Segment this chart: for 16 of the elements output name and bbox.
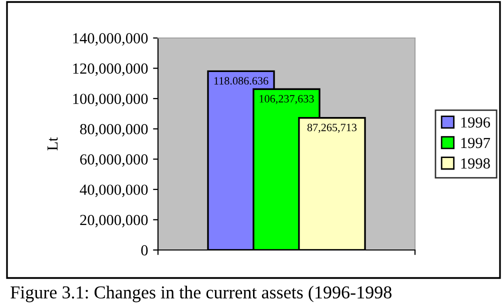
caption: Figure 3.1: Changes in the current assets (1996-1998	[10, 286, 392, 302]
data-label: 106,237,633	[260, 95, 314, 104]
y-tick-label: 120,000,000	[73, 63, 148, 76]
y-tick-label: 20,000,000	[80, 214, 148, 228]
y-tick-label: 60,000,000	[80, 154, 148, 167]
legend-label: 1998	[461, 158, 490, 169]
legend-label: 1997	[461, 138, 490, 148]
y-tick-label: 0	[141, 245, 148, 256]
y-tick-label: 80,000,000	[80, 124, 148, 137]
y-tick-label: 100,000,000	[73, 94, 148, 106]
data-label: 87,265,713	[307, 124, 357, 133]
data-label: 118.086.636	[214, 77, 268, 85]
y-axis-title: Lt	[48, 137, 58, 150]
y-tick-label: 40,000,000	[80, 184, 148, 198]
y-tick-label: 140,000,000	[73, 33, 148, 46]
legend-label: 1996	[461, 117, 490, 128]
